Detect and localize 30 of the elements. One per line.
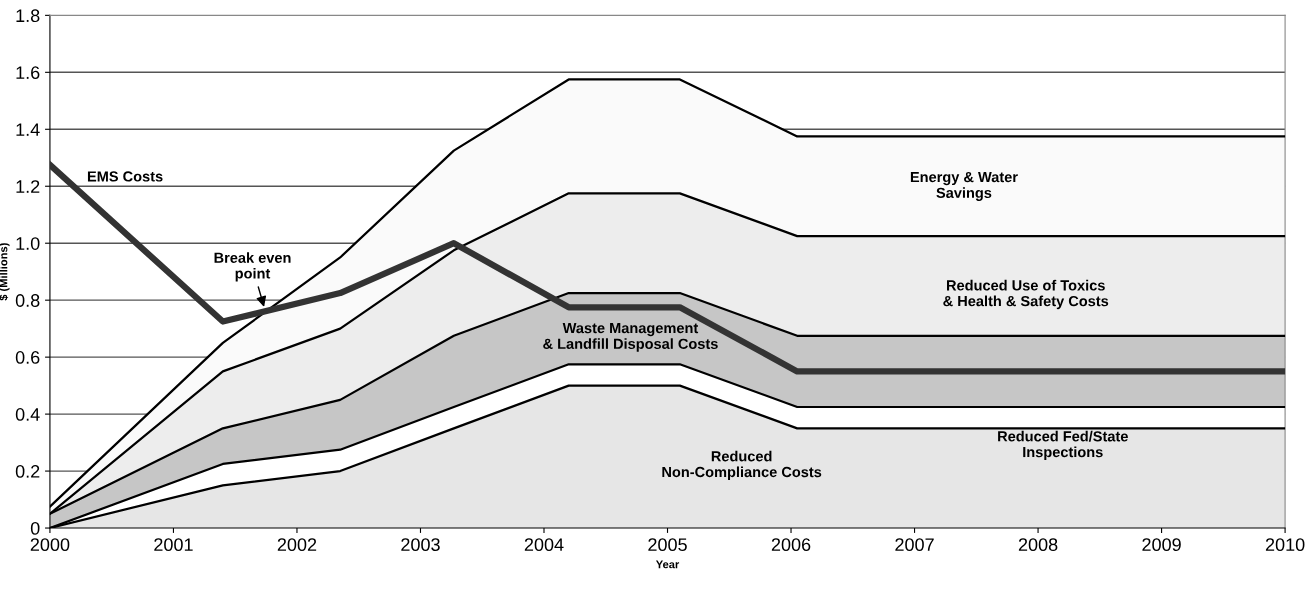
x-tick-label: 2009	[1142, 538, 1181, 552]
y-tick-label: 1.8	[16, 9, 40, 23]
y-tick-label: 1.0	[16, 237, 40, 250]
y-tick-label: 0.8	[15, 294, 40, 307]
series-label: Energy & Water Savings	[910, 171, 1018, 201]
series-label: EMS Costs	[87, 171, 163, 182]
x-tick-label: 2008	[1018, 538, 1058, 552]
x-tick-label: 2002	[277, 538, 317, 552]
y-tick-label: 0	[30, 521, 40, 535]
x-tick-label: 2003	[401, 538, 440, 552]
y-tick-label: 1.6	[16, 66, 40, 80]
series-label: Waste Management & Landfill Disposal Costs	[543, 323, 718, 352]
x-tick-label: 2001	[154, 538, 193, 552]
x-tick-label: 2000	[30, 538, 70, 552]
y-tick-label: 0.4	[15, 408, 40, 421]
y-tick-label: 0.2	[15, 465, 40, 478]
y-tick-label: 1.4	[16, 123, 40, 136]
annotation: Break even point	[214, 252, 291, 282]
y-axis-title: $ (Millions)	[0, 243, 10, 301]
y-tick-label: 1.2	[16, 180, 40, 193]
x-tick-label: 2010	[1265, 538, 1305, 552]
x-tick-label: 2004	[524, 538, 564, 552]
series-label: Reduced Non-Compliance Costs	[662, 450, 822, 481]
x-tick-label: 2006	[771, 538, 811, 552]
x-tick-label: 2005	[648, 538, 687, 552]
x-tick-label: 2007	[895, 538, 934, 552]
series-label: Reduced Fed/State Inspections	[998, 430, 1128, 461]
x-axis-title: Year	[655, 560, 680, 569]
y-tick-label: 0.6	[15, 351, 40, 364]
series-label: Reduced Use of Toxics & Health & Safety Costs	[943, 279, 1109, 310]
